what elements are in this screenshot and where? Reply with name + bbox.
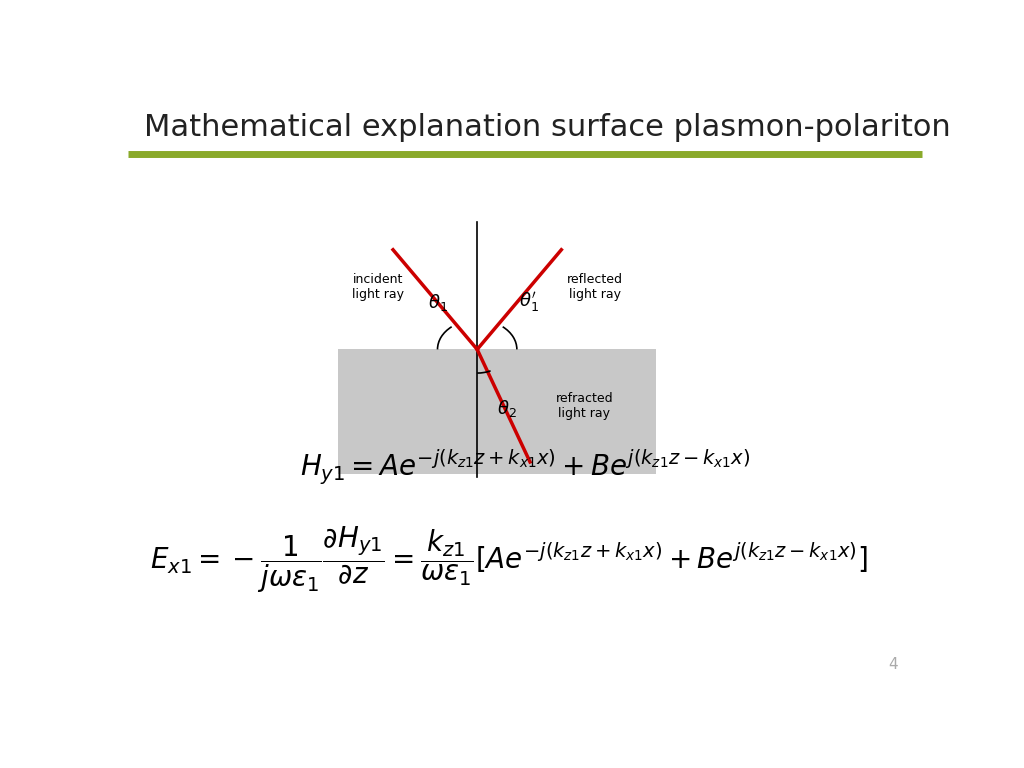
Text: $H_{y1} = Ae^{-j(k_{z1}z+k_{x1}x)} + Be^{j(k_{z1}z-k_{x1}x)}$: $H_{y1} = Ae^{-j(k_{z1}z+k_{x1}x)} + Be^… (300, 448, 750, 487)
Text: $\theta_2$: $\theta_2$ (498, 398, 517, 419)
Text: reflected
light ray: reflected light ray (566, 273, 623, 301)
Text: $\theta_1'$: $\theta_1'$ (519, 290, 539, 314)
Text: incident
light ray: incident light ray (352, 273, 404, 301)
Text: Mathematical explanation surface plasmon-polariton: Mathematical explanation surface plasmon… (143, 113, 950, 142)
Bar (338, 349, 655, 474)
Text: refracted
light ray: refracted light ray (555, 392, 613, 419)
Text: $E_{x1} = -\dfrac{1}{j\omega\varepsilon_1}\dfrac{\partial H_{y1}}{\partial z} = : $E_{x1} = -\dfrac{1}{j\omega\varepsilon_… (151, 524, 867, 594)
Text: 4: 4 (888, 657, 898, 672)
Text: $\theta_1$: $\theta_1$ (428, 292, 447, 313)
